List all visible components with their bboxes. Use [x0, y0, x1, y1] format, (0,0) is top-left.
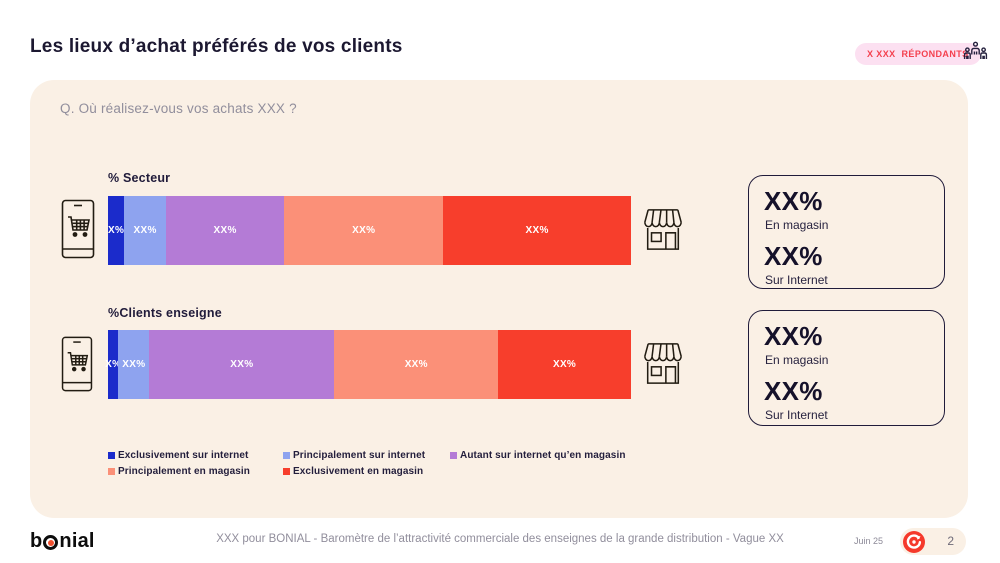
segment-value: XX% — [552, 359, 577, 370]
bar-segment: XX% — [166, 196, 285, 265]
question-text: Q. Où réalisez-vous vos achats XXX ? — [60, 101, 297, 116]
page-number: 2 — [947, 534, 954, 548]
store-icon — [641, 204, 685, 254]
respondents-label: RÉPONDANTS — [901, 49, 969, 59]
segment-value: X% — [108, 225, 125, 236]
segment-value: XX% — [213, 225, 237, 236]
bar-segment: XX% — [284, 196, 444, 265]
internet-percentage: XX% — [764, 376, 823, 406]
legend-item: Principalement en magasin — [108, 466, 250, 477]
legend-label: Exclusivement sur internet — [118, 450, 249, 461]
legend-swatch — [283, 452, 290, 459]
stacked-bar-clients-enseigne: X% XX% XX% XX% XX% — [105, 330, 631, 399]
legend-label: Exclusivement en magasin — [293, 466, 424, 477]
summary-box-clients: XX% En magasin XX% Sur Internet — [748, 310, 945, 426]
segment-value: XX% — [122, 359, 146, 370]
bar-segment: XX% — [124, 196, 167, 265]
summary-box-secteur: XX% En magasin XX% Sur Internet — [748, 175, 945, 289]
legend-swatch — [450, 452, 457, 459]
legend-swatch — [108, 452, 115, 459]
store-percentage: XX% — [764, 186, 823, 216]
legend-label: Autant sur internet qu’en magasin — [460, 450, 626, 461]
bar-segment: X% — [108, 196, 125, 265]
respondents-badge: X XXX RÉPONDANTS — [855, 43, 981, 65]
store-icon — [641, 338, 685, 388]
footer-date: Juin 25 — [854, 536, 884, 546]
bar-segment: X% — [105, 330, 122, 399]
store-label: En magasin — [765, 218, 829, 232]
store-percentage: XX% — [764, 321, 823, 351]
legend-item: Exclusivement sur internet — [108, 450, 248, 461]
bar2-title: %Clients enseigne — [108, 306, 222, 320]
legend-label: Principalement en magasin — [118, 466, 250, 477]
legend-swatch — [108, 468, 115, 475]
people-group-icon — [962, 40, 989, 67]
bar-segment: XX% — [443, 196, 631, 265]
legend-item: Exclusivement en magasin — [283, 466, 423, 477]
internet-label: Sur Internet — [765, 408, 828, 422]
bar1-title: % Secteur — [108, 171, 171, 185]
legend-swatch — [283, 468, 290, 475]
mobile-shopping-icon — [61, 199, 95, 259]
internet-label: Sur Internet — [765, 273, 828, 287]
bonial-logo: b nial — [30, 530, 95, 553]
segment-value: XX% — [352, 225, 376, 236]
bar-segment: XX% — [118, 330, 150, 399]
logo-text: b — [30, 530, 43, 552]
segment-value: XX% — [404, 359, 428, 370]
chart-card: Q. Où réalisez-vous vos achats XXX ? % S… — [30, 80, 968, 518]
segment-value: XX% — [525, 225, 549, 236]
segment-value: X% — [105, 359, 122, 370]
page-number-pill: 2 — [900, 528, 966, 555]
segment-value: XX% — [133, 225, 157, 236]
respondents-count: X XXX — [867, 49, 896, 59]
bonial-mark-icon — [903, 530, 925, 553]
legend-item: Principalement sur internet — [283, 450, 425, 461]
legend-item: Autant sur internet qu’en magasin — [450, 450, 626, 461]
stacked-bar-secteur: X% XX% XX% XX% XX% — [108, 196, 631, 265]
page-title: Les lieux d’achat préférés de vos client… — [30, 36, 403, 57]
store-label: En magasin — [765, 353, 829, 367]
bar-segment: XX% — [334, 330, 499, 399]
logo-text: nial — [59, 530, 95, 552]
internet-percentage: XX% — [764, 241, 823, 271]
logo-o-icon — [43, 535, 59, 550]
mobile-shopping-icon — [61, 336, 93, 392]
footer-caption: XXX pour BONIAL - Baromètre de l’attract… — [216, 533, 784, 545]
bar-segment: XX% — [149, 330, 335, 399]
bar-segment: XX% — [498, 330, 631, 399]
segment-value: XX% — [230, 359, 254, 370]
legend-label: Principalement sur internet — [293, 450, 426, 461]
